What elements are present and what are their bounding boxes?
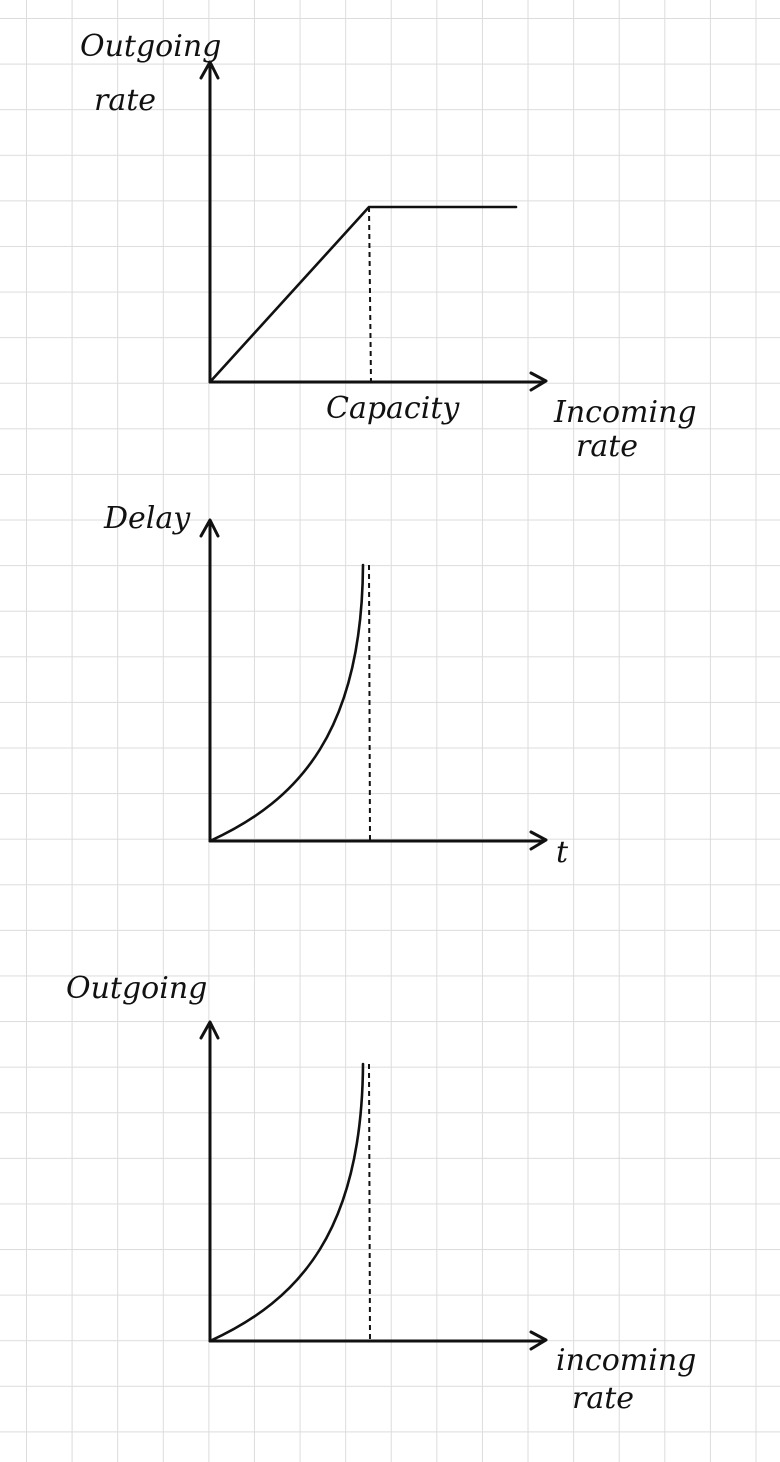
diagram-1-y-label-line-2: rate: [94, 83, 156, 118]
diagram-3-y-axis: [199, 1020, 220, 1343]
diagram-1-rate-curve: [208, 205, 518, 384]
diagram-1-y-label-line-1: Outgoing: [80, 29, 221, 64]
diagram-2-x-label: t: [556, 835, 569, 870]
diagram-1-x-label-line-1: Incoming: [553, 395, 697, 430]
diagram-2-delay-curve: [208, 563, 365, 843]
diagram-3-x-axis: [208, 1330, 548, 1351]
diagram-2-asymptote-line: [368, 564, 371, 842]
diagram-1-x-axis: [208, 371, 548, 392]
diagram-3-asymptote-line: [368, 1063, 371, 1342]
diagram-2: Delay t: [103, 501, 569, 870]
diagram-1: Capacity Outgoing rate Incoming rate: [80, 29, 697, 464]
diagram-1-marker-label: Capacity: [326, 391, 460, 426]
diagram-2-y-axis: [199, 518, 220, 843]
diagram-1-capacity-line: [368, 206, 372, 383]
diagram-3-x-label-line-2: rate: [572, 1381, 634, 1416]
diagram-1-y-axis: [199, 60, 220, 384]
diagram-2-x-axis: [208, 830, 548, 851]
diagram-2-y-label: Delay: [103, 501, 191, 536]
diagram-3: Outgoing incoming rate: [66, 971, 696, 1416]
diagram-3-x-label-line-1: incoming: [556, 1343, 696, 1378]
diagram-1-x-label-line-2: rate: [576, 429, 638, 464]
diagram-3-outgoing-curve: [208, 1062, 365, 1343]
diagram-3-y-label: Outgoing: [66, 971, 207, 1006]
